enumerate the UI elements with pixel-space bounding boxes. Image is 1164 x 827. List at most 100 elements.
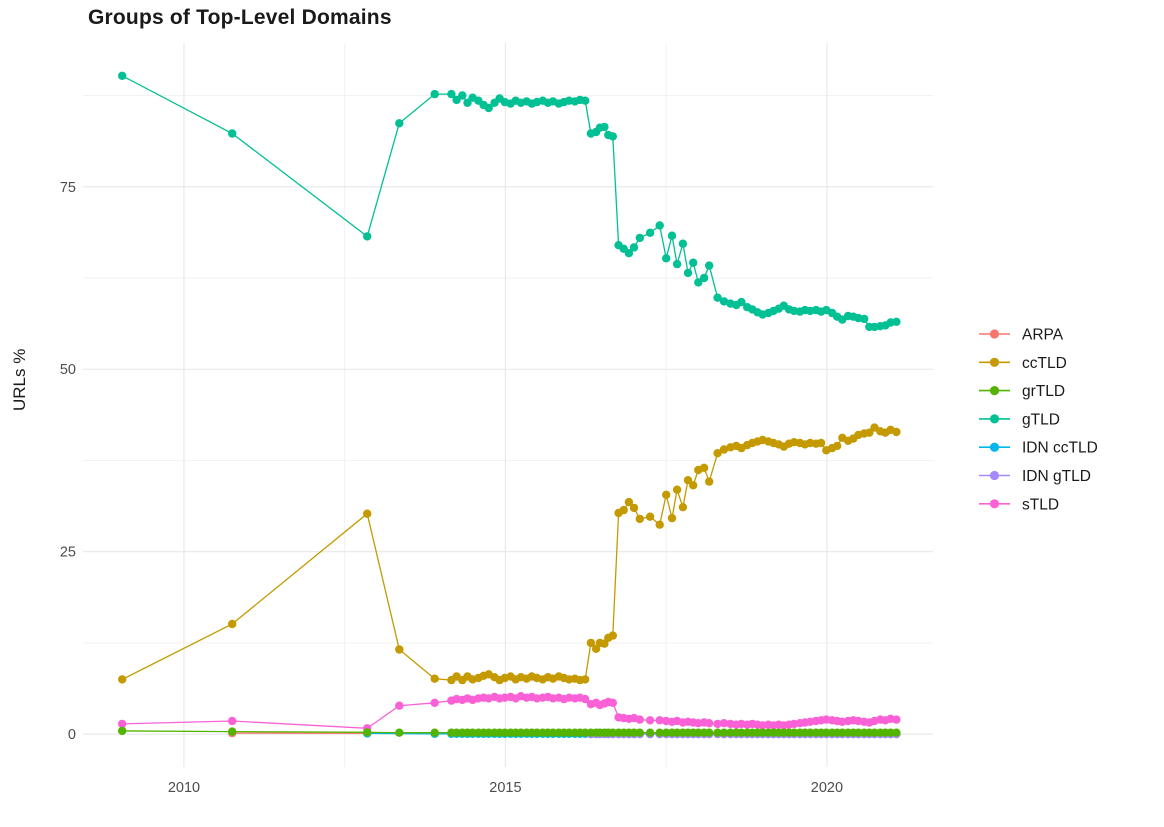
data-point — [892, 728, 901, 737]
data-point — [395, 701, 404, 710]
data-point — [689, 481, 698, 490]
data-point — [892, 317, 901, 326]
legend-label: IDN gTLD — [1022, 468, 1091, 485]
data-point — [581, 694, 590, 704]
legend-key-dot — [989, 414, 1000, 424]
legend-label: sTLD — [1022, 496, 1059, 513]
data-point — [689, 258, 698, 267]
chart-title: Groups of Top-Level Domains — [88, 6, 392, 29]
data-point — [447, 89, 456, 99]
data-point — [500, 728, 509, 737]
data-point — [532, 728, 542, 737]
series-cctld — [118, 423, 901, 685]
data-point — [694, 278, 703, 287]
data-point — [629, 243, 639, 252]
data-point — [672, 259, 682, 269]
legend-label: ARPA — [1022, 327, 1064, 344]
data-point — [699, 273, 709, 283]
legend-key-dot — [989, 499, 1000, 509]
data-point — [705, 477, 714, 486]
data-point — [619, 505, 628, 515]
data-point — [789, 728, 799, 737]
data-point — [645, 512, 655, 521]
data-point — [548, 728, 558, 737]
data-point — [581, 96, 590, 105]
data-point — [719, 445, 729, 454]
legend-label: grTLD — [1022, 383, 1065, 400]
series-arpa — [228, 728, 372, 738]
data-point — [737, 728, 746, 737]
data-point — [719, 728, 729, 737]
y-axis-title: URLs % — [10, 348, 29, 412]
data-point — [667, 513, 677, 523]
data-point — [694, 728, 703, 737]
y-tick-label: 75 — [60, 180, 76, 196]
data-point — [886, 728, 895, 737]
data-point — [892, 427, 901, 437]
legend-key-dot — [989, 470, 1000, 481]
data-point — [395, 645, 404, 654]
data-point — [892, 715, 901, 724]
data-point — [228, 727, 237, 736]
data-point — [816, 438, 826, 448]
data-point — [662, 728, 671, 737]
data-point — [463, 98, 472, 108]
data-point — [672, 728, 682, 737]
data-point — [452, 95, 461, 105]
data-point — [870, 728, 879, 737]
data-point — [806, 728, 815, 737]
series-line — [121, 75, 897, 328]
data-point — [395, 728, 404, 737]
data-point — [608, 631, 617, 640]
y-tick-label: 0 — [68, 727, 76, 743]
data-point — [600, 639, 609, 648]
data-point — [822, 728, 831, 737]
data-point — [713, 728, 722, 737]
series-gtld — [118, 71, 901, 332]
data-point — [726, 728, 735, 737]
data-point — [713, 719, 722, 729]
data-point — [458, 91, 467, 100]
data-point — [645, 728, 655, 737]
data-point — [484, 103, 493, 113]
data-point — [635, 715, 644, 724]
data-point — [635, 728, 644, 737]
legend-key-dot — [989, 357, 1000, 367]
data-point — [713, 293, 722, 302]
data-point — [635, 514, 644, 524]
legend-label: gTLD — [1022, 411, 1060, 428]
data-point — [667, 231, 677, 240]
data-point — [118, 719, 127, 729]
data-point — [860, 314, 869, 324]
data-point — [865, 428, 874, 437]
data-point — [430, 728, 439, 737]
x-tick-label: 2020 — [811, 780, 843, 796]
legend-key-dot — [989, 442, 1000, 452]
data-point — [118, 675, 127, 684]
data-point — [672, 485, 682, 494]
series-stld — [118, 692, 901, 733]
data-point — [118, 71, 127, 81]
x-tick-label: 2010 — [168, 780, 200, 796]
series-line — [121, 426, 897, 681]
legend-entry-idn-gtld: IDN gTLD — [979, 468, 1091, 485]
data-point — [705, 719, 714, 728]
legend-key-dot — [989, 386, 1000, 396]
data-point — [363, 728, 372, 737]
data-point — [655, 728, 664, 737]
data-point — [564, 728, 574, 737]
data-point — [581, 675, 590, 684]
data-point — [228, 716, 237, 726]
data-point — [838, 728, 847, 737]
series-grtld — [118, 726, 901, 737]
legend-entry-stld: sTLD — [979, 496, 1059, 513]
data-point — [118, 726, 127, 736]
legend-key-dot — [989, 329, 1000, 339]
data-point — [705, 261, 714, 270]
data-point — [662, 490, 671, 499]
y-tick-labels: 0 25 50 75 — [60, 180, 76, 743]
data-point — [468, 728, 477, 737]
data-point — [608, 698, 617, 707]
data-point — [833, 441, 842, 451]
data-point — [719, 719, 729, 728]
